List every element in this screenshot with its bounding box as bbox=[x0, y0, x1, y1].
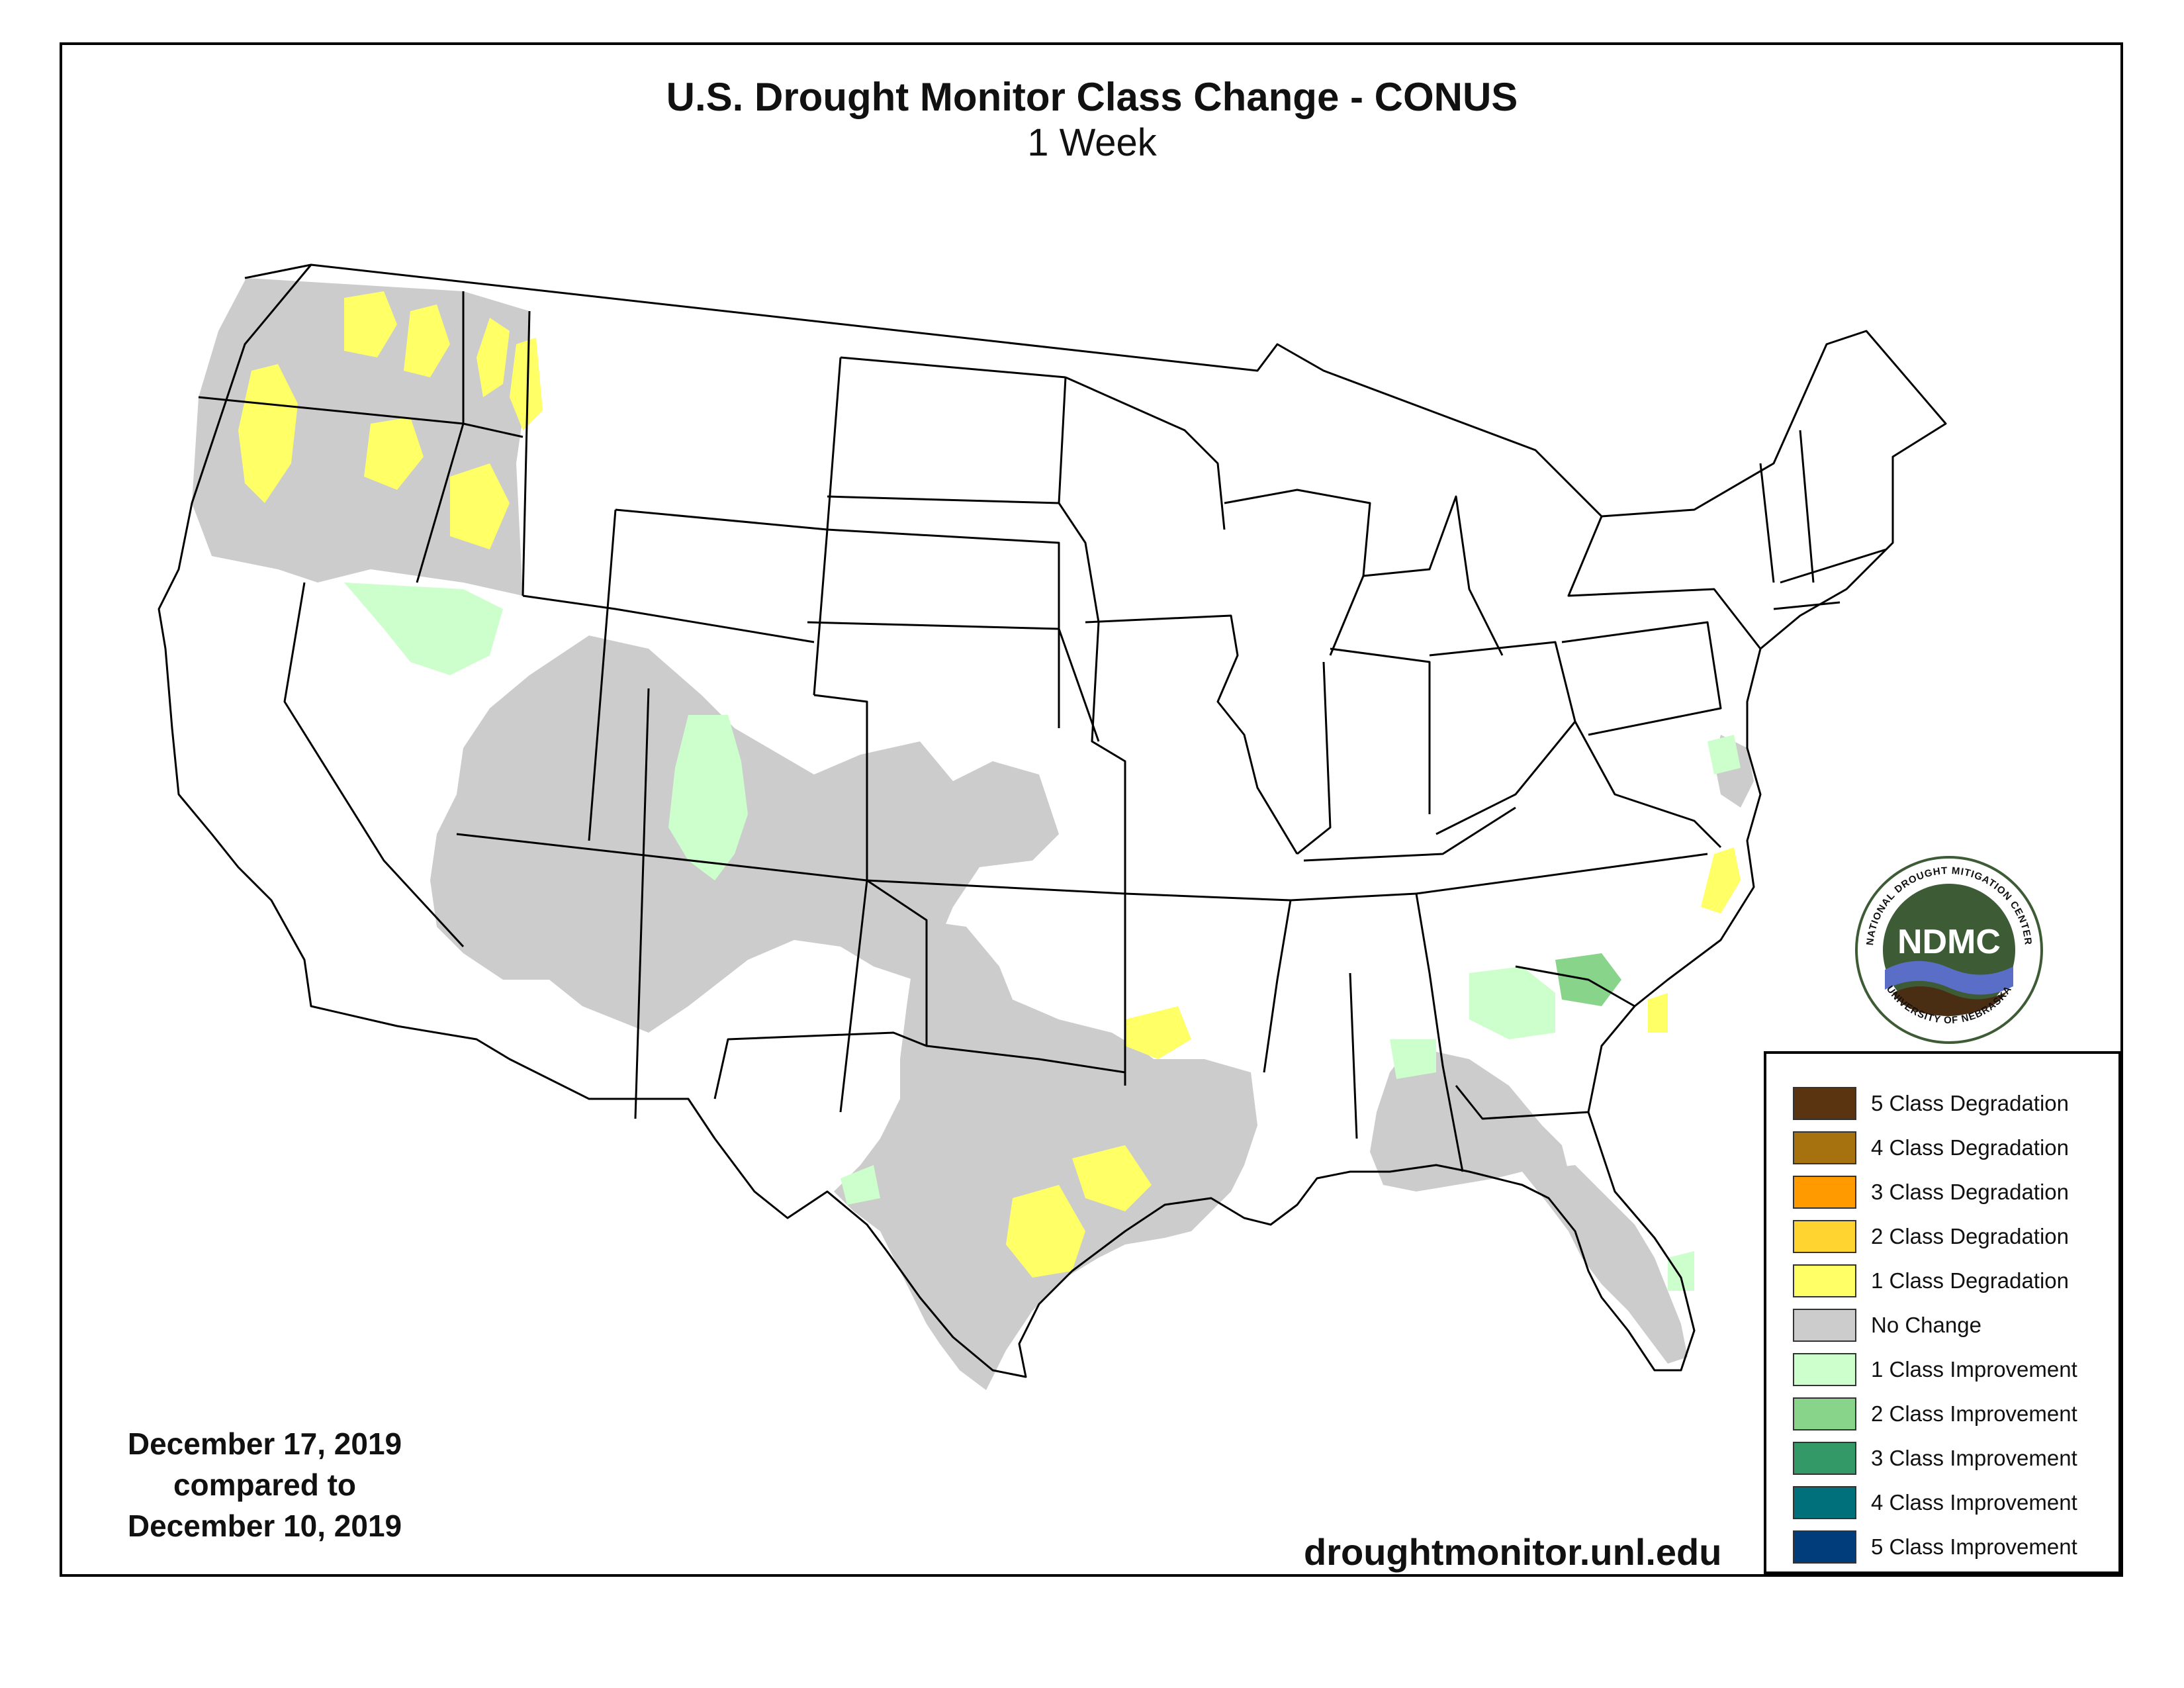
legend-label: 3 Class Degradation bbox=[1871, 1180, 2069, 1204]
legend-swatch bbox=[1793, 1397, 1856, 1430]
state-boundaries bbox=[158, 263, 1947, 1378]
legend-swatch bbox=[1793, 1353, 1856, 1386]
degradation-1-regions bbox=[238, 291, 1741, 1278]
legend-swatch bbox=[1793, 1220, 1856, 1253]
ndmc-logo: NDMC NATIONAL DROUGHT MITIGATION CENTER … bbox=[1853, 854, 2045, 1046]
legend-swatch bbox=[1793, 1087, 1856, 1120]
legend-label: 1 Class Degradation bbox=[1871, 1268, 2069, 1293]
legend: 5 Class Degradation 4 Class Degradation 3 … bbox=[1764, 1051, 2121, 1574]
legend-label: 3 Class Improvement bbox=[1871, 1446, 2077, 1470]
date-compared-to: compared to bbox=[173, 1468, 357, 1502]
ndmc-seal: NDMC NATIONAL DROUGHT MITIGATION CENTER … bbox=[1855, 856, 2043, 1044]
source-url[interactable]: droughtmonitor.unl.edu bbox=[1304, 1531, 1722, 1573]
conus-outline bbox=[158, 263, 1947, 1378]
date-comparison: December 17, 2019 compared to December 1… bbox=[79, 1423, 450, 1546]
legend-label: 5 Class Improvement bbox=[1871, 1534, 2077, 1559]
legend-swatch bbox=[1793, 1442, 1856, 1475]
legend-label: 2 Class Improvement bbox=[1871, 1401, 2077, 1426]
map-frame bbox=[60, 42, 2123, 1577]
legend-label: 4 Class Improvement bbox=[1871, 1490, 2077, 1515]
legend-swatch bbox=[1793, 1530, 1856, 1564]
legend-swatch bbox=[1793, 1309, 1856, 1342]
improvement-1-regions bbox=[344, 583, 1741, 1291]
legend-swatch bbox=[1793, 1264, 1856, 1297]
map-subtitle: 1 Week bbox=[1027, 121, 1157, 164]
legend-swatch bbox=[1793, 1176, 1856, 1209]
legend-label: 1 Class Improvement bbox=[1871, 1357, 2077, 1382]
legend-label: 5 Class Degradation bbox=[1871, 1091, 2069, 1115]
legend-label: 4 Class Degradation bbox=[1871, 1135, 2069, 1160]
legend-label: No Change bbox=[1871, 1313, 1981, 1337]
date-current: December 17, 2019 bbox=[127, 1427, 402, 1461]
legend-label: 2 Class Degradation bbox=[1871, 1224, 2069, 1248]
legend-swatch bbox=[1793, 1486, 1856, 1519]
ndmc-abbr: NDMC bbox=[1897, 923, 2001, 961]
no-change-regions bbox=[192, 278, 1754, 1390]
date-previous: December 10, 2019 bbox=[127, 1509, 402, 1543]
legend-swatch bbox=[1793, 1131, 1856, 1164]
map-title: U.S. Drought Monitor Class Change - CONU… bbox=[666, 75, 1518, 119]
